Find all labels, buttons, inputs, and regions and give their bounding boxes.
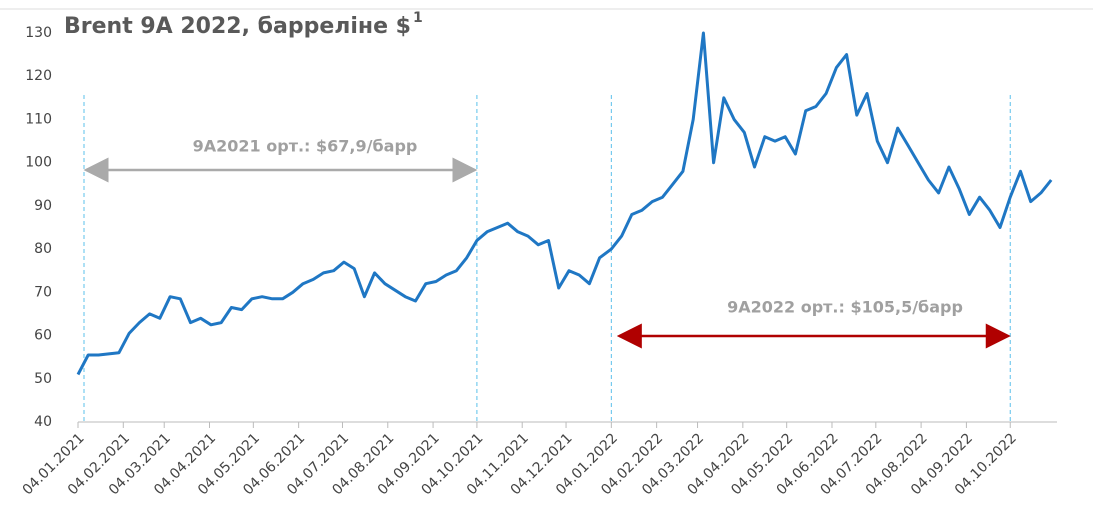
y-tick-label: 40: [34, 414, 52, 430]
y-tick-label: 60: [34, 328, 52, 344]
y-tick-label: 50: [34, 371, 52, 387]
title-note: 1: [413, 10, 423, 26]
y-tick-label: 120: [25, 68, 52, 84]
period-label: 9A2021 орт.: $67,9/барр: [193, 137, 418, 156]
y-tick-label: 100: [25, 155, 52, 171]
y-tick-label: 90: [34, 198, 52, 214]
y-tick-label: 110: [25, 111, 52, 127]
period-label: 9A2022 орт.: $105,5/барр: [727, 298, 963, 317]
y-tick-label: 80: [34, 241, 52, 257]
price-line: [76, 31, 1053, 376]
y-tick-label: 70: [34, 284, 52, 300]
y-tick-label: 130: [25, 25, 52, 41]
chart-title: Brent 9A 2022, барреліне $: [64, 14, 411, 39]
